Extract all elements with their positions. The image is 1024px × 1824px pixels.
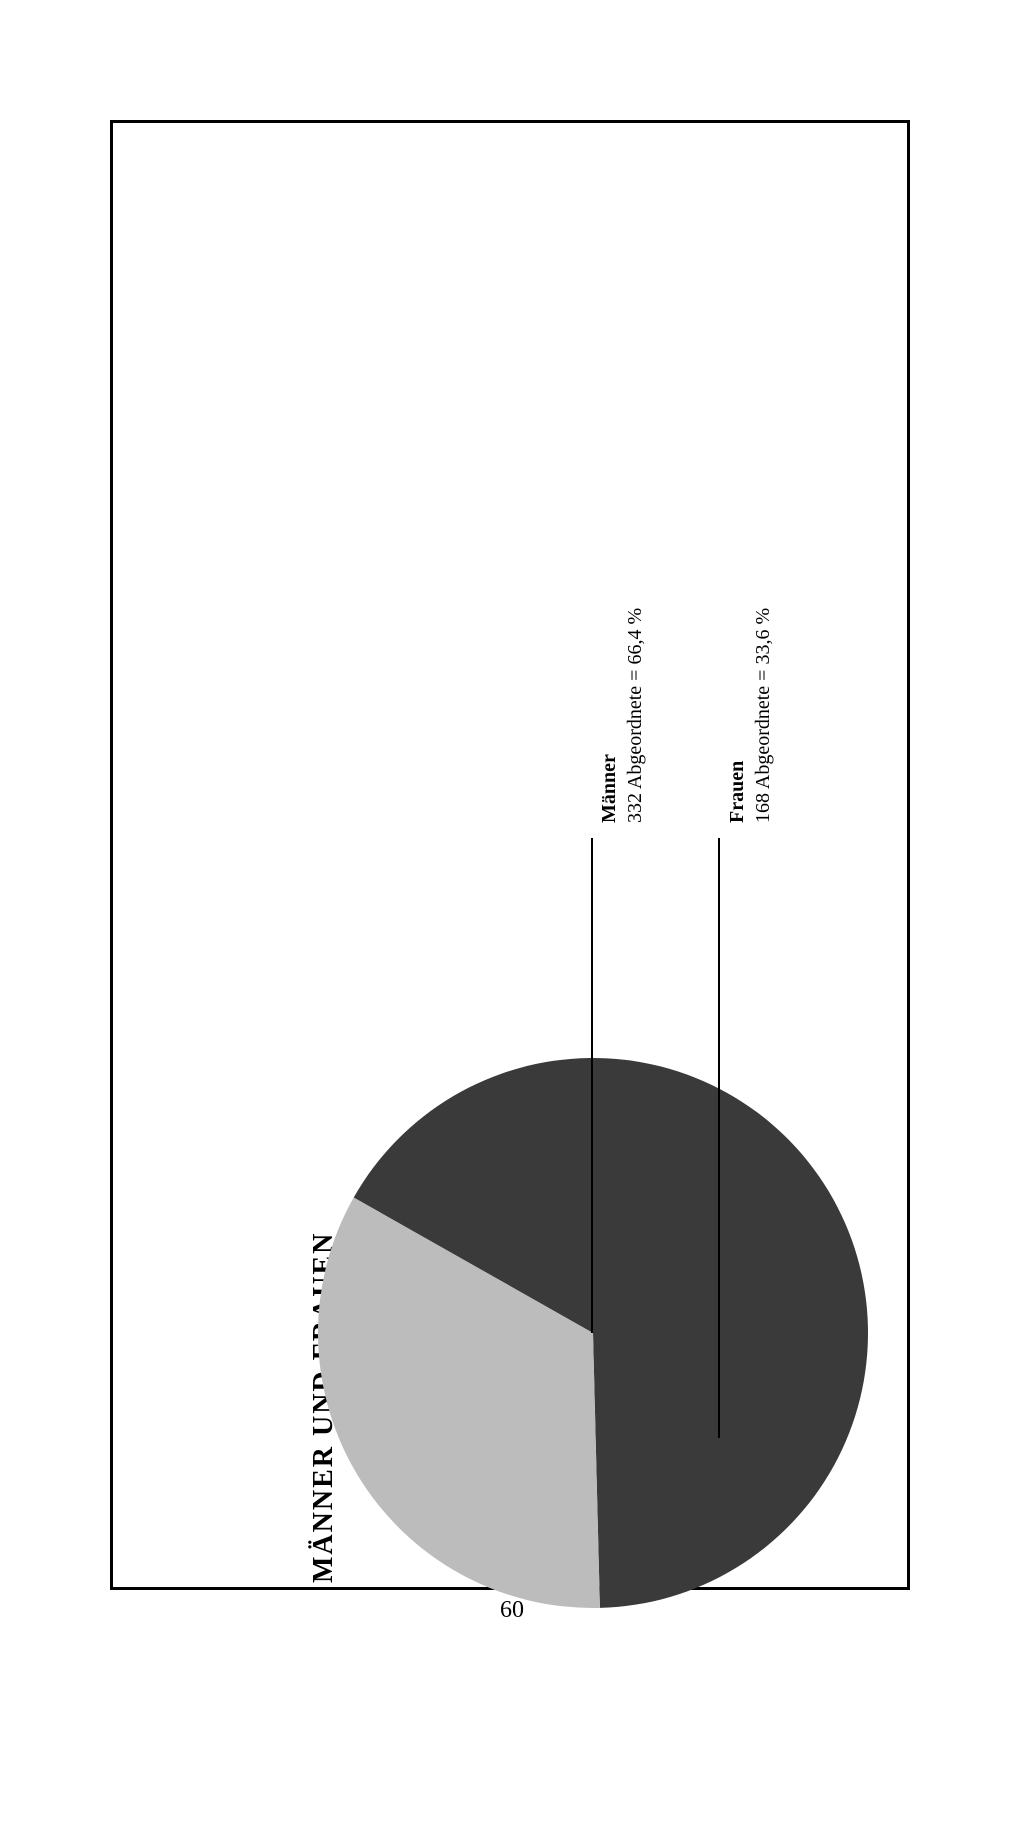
label-maenner-detail: 332 Abgeordnete = 66,4 %	[624, 608, 647, 823]
pie-chart	[313, 1053, 873, 1613]
page-frame: MÄNNER UND FRAUEN Männer 332 Abgeordnete…	[110, 120, 910, 1590]
label-maenner-name: Männer	[598, 754, 621, 823]
label-frauen-detail: 168 Abgeordnete = 33,6 %	[752, 608, 775, 823]
leader-line-frauen	[718, 838, 720, 1438]
leader-line-maenner	[591, 838, 593, 1333]
page-number: 60	[500, 1597, 524, 1624]
label-frauen-name: Frauen	[726, 761, 749, 823]
